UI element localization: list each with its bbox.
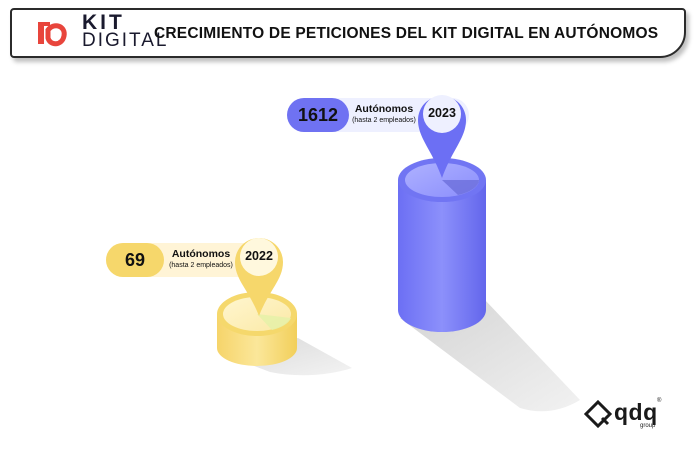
value-label-2022: 69 [124, 250, 146, 270]
bar-2022 [217, 292, 297, 366]
series-sub-2022: (hasta 2 empleados) [169, 262, 233, 269]
series-name-2023: Autónomos [354, 103, 414, 115]
year-label-2023: 2023 [428, 106, 456, 120]
bar-2023 [398, 158, 486, 332]
pin-marker-2022 [235, 238, 283, 316]
kit-digital-logo-icon [38, 22, 67, 47]
logo-digital-text: DIGITAL [82, 30, 169, 51]
qdq-group-logo: qdq group ® [584, 398, 664, 434]
value-label-2023: 1612 [297, 105, 339, 125]
series-sub-2023: (hasta 2 empleados) [352, 117, 416, 124]
brand-name: qdq [614, 399, 658, 425]
series-label-2022: Autónomos (hasta 2 empleados) [164, 248, 238, 269]
kit-digital-logo-text: KIT DIGITAL [82, 11, 169, 51]
header-banner: KIT DIGITAL CRECIMIENTO DE PETICIONES DE… [10, 8, 686, 58]
year-label-2022: 2022 [245, 249, 273, 263]
qdq-diamond-icon [584, 400, 612, 428]
brand-registered: ® [657, 398, 662, 404]
brand-sub: group [640, 423, 656, 429]
page-title: CRECIMIENTO DE PETICIONES DEL KIT DIGITA… [154, 25, 659, 42]
logo-kit-text: KIT [82, 11, 125, 34]
pin-marker-2023 [418, 95, 466, 178]
series-label-2023: Autónomos (hasta 2 empleados) [349, 103, 419, 124]
series-name-2022: Autónomos [171, 248, 231, 260]
